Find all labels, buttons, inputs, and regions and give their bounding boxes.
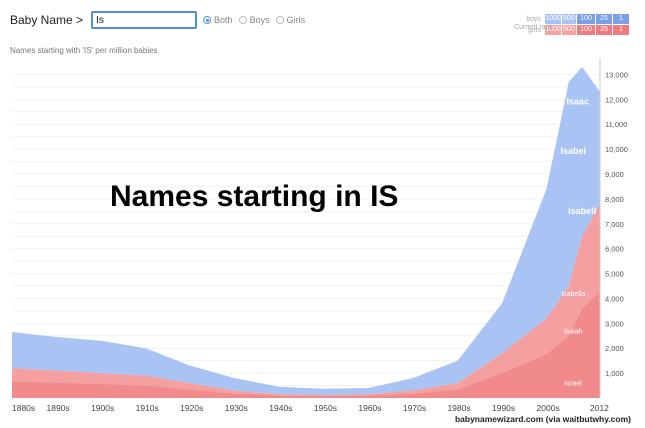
name-search-input[interactable] bbox=[91, 11, 198, 29]
name-annotation: Isabel bbox=[561, 146, 587, 156]
search-bar: Baby Name > Both Boys Girls bbox=[10, 10, 311, 30]
y-tick-label: 9,000 bbox=[605, 170, 624, 179]
x-tick-label: 1880s bbox=[12, 403, 35, 413]
x-tick-label: 1900s bbox=[91, 403, 114, 413]
x-tick-label: 1910s bbox=[136, 403, 159, 413]
legend-boys-cell: 500 bbox=[562, 14, 576, 24]
x-tick-label: 1930s bbox=[225, 403, 248, 413]
legend-girls-label: girls bbox=[528, 26, 541, 34]
radio-boys-indicator[interactable] bbox=[238, 16, 247, 24]
legend-caption: Current rank bbox=[514, 24, 553, 31]
x-tick-label: 1940s bbox=[269, 403, 292, 413]
radio-both-indicator[interactable] bbox=[203, 16, 212, 24]
gender-radio-group: Both Boys Girls bbox=[203, 15, 311, 25]
x-tick-label: 1960s bbox=[358, 403, 381, 413]
x-tick-label: 1970s bbox=[403, 403, 426, 413]
y-tick-label: 11,000 bbox=[605, 120, 627, 129]
x-tick-label: 2012 bbox=[590, 403, 609, 413]
chart-subtitle: Names starting with 'IS' per million bab… bbox=[10, 46, 158, 55]
legend-girls-cell: 500 bbox=[562, 25, 576, 35]
name-annotation: Isabell bbox=[568, 206, 596, 216]
radio-both[interactable]: Both bbox=[203, 15, 233, 25]
y-tick-label: 3,000 bbox=[605, 319, 624, 328]
x-tick-label: 1990s bbox=[492, 403, 515, 413]
x-tick-label: 1920s bbox=[180, 403, 203, 413]
name-annotation: Isaiah bbox=[564, 328, 583, 335]
legend-girls-cell: 1000 bbox=[545, 25, 561, 35]
y-tick-label: 5,000 bbox=[605, 270, 624, 279]
radio-girls[interactable]: Girls bbox=[275, 15, 306, 25]
x-tick-label: 1950s bbox=[314, 403, 337, 413]
y-tick-label: 1,000 bbox=[605, 369, 624, 378]
y-tick-label: 7,000 bbox=[605, 220, 624, 229]
y-tick-label: 12,000 bbox=[605, 95, 628, 104]
y-tick-label: 10,000 bbox=[605, 145, 628, 154]
legend-boys-cell: 1 bbox=[613, 14, 629, 24]
name-annotation: Isabella bbox=[561, 291, 585, 298]
baby-name-label: Baby Name > bbox=[10, 13, 84, 27]
legend-girls-cell: 25 bbox=[596, 25, 612, 35]
legend-boys-cell: 1000 bbox=[545, 14, 561, 24]
name-annotation: Isaac bbox=[566, 96, 589, 106]
legend-girls-cell: 1 bbox=[613, 25, 629, 35]
y-tick-label: 2,000 bbox=[605, 344, 624, 353]
area-girls-inner bbox=[12, 291, 600, 398]
radio-both-label: Both bbox=[214, 15, 233, 25]
rank-legend: boys 1000 500 100 25 1 girls 1000 500 10… bbox=[525, 14, 629, 36]
overlay-title: Names starting in IS bbox=[110, 180, 399, 213]
x-tick-label: 1980s bbox=[447, 403, 470, 413]
x-tick-label: 2000s bbox=[537, 403, 560, 413]
radio-girls-label: Girls bbox=[286, 15, 306, 25]
radio-boys[interactable]: Boys bbox=[238, 15, 270, 25]
y-tick-label: 13,000 bbox=[605, 70, 628, 79]
legend-boys-cell: 100 bbox=[577, 14, 595, 24]
source-credit: babynamewizard.com (via waitbutwhy.com) bbox=[454, 414, 631, 424]
legend-row-boys: boys 1000 500 100 25 1 bbox=[525, 14, 629, 24]
radio-girls-indicator[interactable] bbox=[275, 16, 284, 24]
x-tick-label: 1890s bbox=[47, 403, 70, 413]
name-annotation: Israel bbox=[565, 381, 583, 388]
legend-boys-cell: 25 bbox=[596, 14, 612, 24]
legend-boys-label: boys bbox=[526, 15, 541, 23]
radio-boys-label: Boys bbox=[249, 15, 270, 25]
y-tick-label: 8,000 bbox=[605, 195, 624, 204]
legend-row-girls: girls 1000 500 100 25 1 bbox=[525, 25, 629, 35]
y-tick-label: 4,000 bbox=[605, 294, 624, 303]
y-tick-label: 6,000 bbox=[605, 245, 624, 254]
area-boys bbox=[12, 67, 600, 395]
legend-girls-cell: 100 bbox=[577, 25, 595, 35]
